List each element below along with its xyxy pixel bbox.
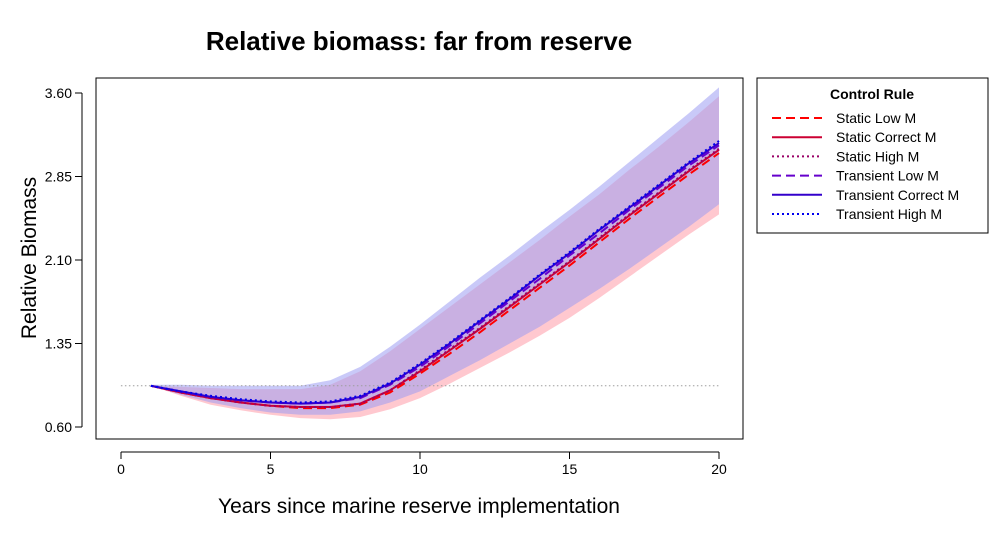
y-tick-label: 3.60 bbox=[45, 85, 72, 101]
series-line-static-high-m bbox=[150, 147, 720, 408]
plot-area bbox=[95, 77, 744, 440]
x-tick-label: 5 bbox=[267, 461, 275, 477]
legend-item: Static Low M bbox=[772, 110, 916, 126]
legend-item: Transient Correct M bbox=[772, 187, 959, 203]
y-axis: 0.60 1.35 2.10 2.85 3.60 bbox=[45, 85, 83, 435]
legend-label: Transient Low M bbox=[836, 168, 939, 184]
y-axis-label: Relative Biomass bbox=[18, 177, 41, 339]
legend-item: Static Correct M bbox=[772, 129, 936, 145]
legend-item: Static High M bbox=[772, 148, 919, 164]
legend-items: Static Low M Static Correct M Static High … bbox=[772, 110, 959, 222]
y-tick-label: 0.60 bbox=[45, 419, 72, 435]
legend-label: Static Correct M bbox=[836, 129, 936, 145]
y-tick-label: 1.35 bbox=[45, 336, 72, 352]
x-axis: 0 5 10 15 20 bbox=[117, 451, 727, 477]
legend-label: Transient Correct M bbox=[836, 187, 959, 203]
legend: Control Rule Static Low M Static Correct … bbox=[756, 77, 989, 234]
band-transient bbox=[150, 87, 719, 415]
confidence-bands bbox=[150, 87, 719, 420]
y-tick-label: 2.10 bbox=[45, 252, 72, 268]
series-line-static-low-m bbox=[150, 152, 720, 410]
legend-item: Transient Low M bbox=[772, 168, 939, 184]
series-line-transient-high-m bbox=[150, 140, 720, 404]
y-tick-label: 2.85 bbox=[45, 169, 72, 185]
legend-item: Transient High M bbox=[772, 206, 942, 222]
x-tick-label: 10 bbox=[412, 461, 428, 477]
x-tick-label: 15 bbox=[562, 461, 578, 477]
legend-title: Control Rule bbox=[830, 86, 914, 102]
x-axis-label: Years since marine reserve implementatio… bbox=[218, 495, 620, 518]
plot-frame bbox=[95, 77, 744, 440]
legend-box bbox=[756, 77, 989, 234]
legend-label: Static Low M bbox=[836, 110, 916, 126]
series-lines bbox=[150, 140, 720, 410]
series-line-transient-low-m bbox=[150, 144, 720, 405]
x-tick-label: 0 bbox=[117, 461, 125, 477]
chart-title: Relative biomass: far from reserve bbox=[206, 26, 632, 56]
legend-label: Transient High M bbox=[836, 206, 942, 222]
legend-label: Static High M bbox=[836, 148, 919, 164]
x-tick-label: 20 bbox=[711, 461, 727, 477]
